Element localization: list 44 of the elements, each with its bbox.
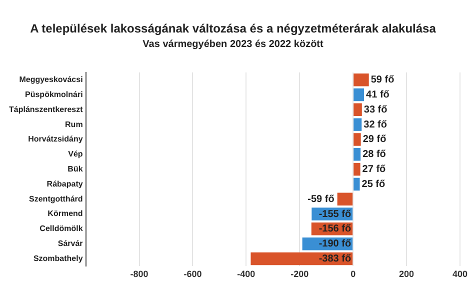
- y-tick-label: Horvátzsidány: [28, 134, 84, 144]
- data-label: 33 fő: [364, 104, 388, 116]
- x-tick-label: -800: [130, 269, 148, 280]
- data-label: -155 fő: [318, 208, 352, 220]
- bar: [354, 118, 362, 131]
- y-tick-label: Bük: [68, 164, 84, 174]
- x-tick-label: 200: [399, 269, 414, 280]
- data-label: 29 fő: [362, 134, 386, 146]
- bar: [354, 178, 360, 191]
- data-label: 27 fő: [362, 164, 386, 176]
- bar: [354, 103, 362, 116]
- y-tick-label: Körmend: [48, 209, 83, 218]
- x-tick-label: -200: [290, 269, 309, 280]
- data-label: 59 fő: [370, 74, 394, 86]
- x-tick-label: 0: [350, 269, 356, 280]
- y-tick-label: Meggyeskovácsi: [19, 75, 83, 84]
- y-tick-label: Sárvár: [58, 239, 83, 248]
- data-label: -190 fő: [318, 238, 352, 250]
- y-tick-label: Rum: [65, 120, 83, 129]
- y-tick-label: Celldömölk: [40, 224, 84, 234]
- data-label: -156 fő: [318, 224, 352, 235]
- x-tick-label: -600: [184, 269, 202, 280]
- y-tick-label: Szombathely: [33, 254, 84, 263]
- y-tick-label: Püspökmolnári: [25, 90, 83, 99]
- data-label: 25 fő: [362, 178, 386, 190]
- chart-title: A települések lakosságának változása és a négyzetméterárak alakulása: [30, 22, 436, 36]
- data-label: -383 fő: [318, 253, 352, 264]
- data-label: 28 fő: [362, 149, 386, 160]
- chart-subtitle: Vas vármegyében 2023 és 2022 között: [142, 39, 324, 50]
- bar: [354, 73, 369, 86]
- bar: [354, 162, 360, 176]
- bar: [354, 88, 364, 102]
- x-tick-label: -400: [237, 269, 256, 280]
- data-label: 41 fő: [366, 90, 390, 101]
- y-tick-label: Táplánszentkereszt: [8, 104, 84, 114]
- bar: [354, 133, 361, 146]
- x-tick-label: 400: [452, 269, 468, 280]
- data-label: -59 fő: [308, 194, 334, 205]
- bar: [337, 192, 353, 206]
- y-tick-label: Vép: [68, 150, 83, 159]
- data-label: 32 fő: [364, 119, 387, 130]
- y-tick-label: Szentgotthárd: [29, 194, 83, 204]
- y-tick-label: Rábapaty: [46, 179, 84, 188]
- bar: [354, 148, 361, 161]
